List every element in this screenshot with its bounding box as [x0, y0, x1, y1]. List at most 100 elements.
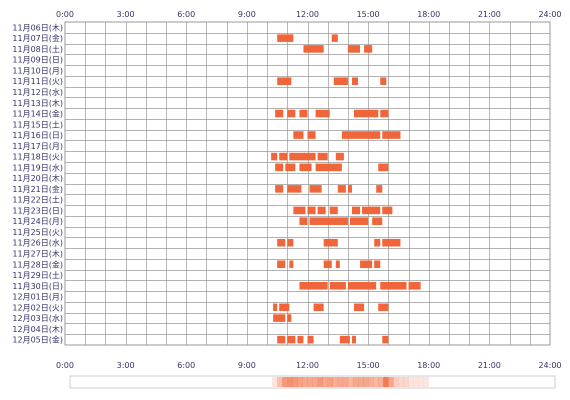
activity-bar — [332, 34, 338, 42]
activity-bar — [348, 45, 360, 53]
row-label: 12月01日(月) — [12, 293, 63, 302]
heat-strip-cell — [348, 377, 353, 387]
heat-strip-cell — [272, 377, 277, 387]
row-label: 11月18日(火) — [12, 153, 63, 162]
activity-bar — [285, 164, 295, 172]
row-label: 11月10日(月) — [12, 66, 63, 75]
heat-strip-cell — [393, 377, 398, 387]
row-label: 11月17日(月) — [12, 142, 63, 151]
grid — [65, 22, 550, 345]
activity-bar — [289, 260, 293, 268]
activity-bar — [340, 336, 350, 344]
row-label: 11月28日(金) — [12, 259, 63, 269]
activity-bar — [372, 217, 382, 225]
heat-strip-cell — [358, 377, 363, 387]
row-label: 11月20日(木) — [12, 173, 63, 183]
row-label: 11月08日(土) — [12, 44, 63, 54]
heat-strip-cell — [328, 377, 333, 387]
activity-bar — [376, 185, 382, 193]
x-tick-label-top: 15:00 — [357, 10, 380, 19]
row-label: 11月11日(火) — [12, 77, 63, 86]
activity-bar — [308, 336, 314, 344]
activity-bar — [382, 239, 400, 247]
activity-bar — [378, 164, 388, 172]
row-label: 11月22日(土) — [12, 195, 63, 205]
heat-strip-cell — [318, 377, 323, 387]
activity-bar — [382, 131, 400, 139]
activity-bar — [299, 110, 307, 118]
activity-bar — [271, 153, 277, 161]
activity-bar — [310, 185, 322, 193]
activity-bar — [316, 164, 342, 172]
x-tick-label-top: 18:00 — [417, 10, 440, 19]
heat-strip-cell — [378, 377, 383, 387]
activity-bar — [299, 217, 307, 225]
row-label: 11月26日(水) — [12, 238, 63, 248]
row-label: 11月25日(火) — [12, 228, 63, 237]
activity-bar — [299, 164, 311, 172]
x-tick-label-bottom: 24:00 — [538, 361, 561, 370]
activity-bar — [289, 153, 315, 161]
x-tick-label-bottom: 21:00 — [478, 361, 501, 370]
activity-bar — [316, 110, 330, 118]
activity-bar — [318, 153, 328, 161]
x-tick-label-top: 9:00 — [238, 10, 256, 19]
activity-bar — [310, 217, 348, 225]
activity-bar — [318, 207, 326, 215]
activity-bar — [287, 110, 295, 118]
x-tick-label-top: 0:00 — [56, 10, 74, 19]
heat-strip-cell — [363, 377, 368, 387]
heat-strip-cell — [338, 377, 343, 387]
activity-bar — [330, 282, 346, 290]
x-tick-label-top: 21:00 — [478, 10, 501, 19]
heat-strip-cell — [424, 377, 429, 387]
activity-bar — [354, 304, 364, 312]
activity-bar — [380, 110, 388, 118]
activity-bar — [336, 153, 344, 161]
heat-strip-cell — [307, 377, 312, 387]
activity-bar — [334, 77, 348, 85]
activity-bar — [382, 207, 392, 215]
row-label: 12月03日(水) — [12, 313, 63, 323]
x-tick-label-bottom: 3:00 — [117, 361, 135, 370]
activity-bar — [275, 110, 283, 118]
activity-bar — [308, 131, 316, 139]
x-tick-label-top: 12:00 — [296, 10, 319, 19]
row-label: 11月27日(木) — [12, 248, 63, 258]
row-label: 11月19日(水) — [12, 162, 63, 172]
activity-bar — [382, 336, 388, 344]
x-tick-label-top: 6:00 — [177, 10, 195, 19]
heat-strip-cell — [277, 377, 282, 387]
row-label: 11月30日(日) — [12, 282, 63, 291]
heat-strip — [70, 376, 555, 388]
activity-bar — [293, 131, 303, 139]
row-label: 12月05日(金) — [12, 335, 63, 345]
heat-strip-cell — [297, 377, 302, 387]
activity-bar — [308, 207, 316, 215]
x-tick-label-top: 24:00 — [538, 10, 561, 19]
activity-bar — [273, 314, 285, 322]
activity-bar — [336, 260, 340, 268]
x-tick-label-bottom: 15:00 — [357, 361, 380, 370]
x-tick-label-bottom: 6:00 — [177, 361, 195, 370]
activity-bar — [348, 185, 352, 193]
heat-strip-cell — [292, 377, 297, 387]
row-label: 12月04日(木) — [12, 324, 63, 334]
heat-strip-cell — [282, 377, 287, 387]
activity-bar — [277, 34, 293, 42]
row-label: 11月15日(土) — [12, 119, 63, 129]
row-label: 11月13日(木) — [12, 98, 63, 108]
heat-strip-cell — [408, 377, 413, 387]
plot-frame — [65, 22, 550, 345]
activity-bar — [314, 304, 324, 312]
activity-bar — [352, 336, 356, 344]
heat-strip-cell — [343, 377, 348, 387]
activity-bar — [380, 282, 406, 290]
activity-bar — [324, 260, 332, 268]
bottom-axis-ticks: 0:00 3:00 6:00 9:00 12:00 15:00 18:00 21:00 24:0… — [56, 361, 562, 370]
top-axis-ticks: 0:00 3:00 6:00 9:00 12:00 15:00 18:00 21:00 24:0… — [56, 10, 562, 19]
row-label: 11月23日(日) — [12, 206, 63, 215]
activity-bar — [338, 185, 346, 193]
activity-bar — [279, 153, 287, 161]
x-tick-label-bottom: 0:00 — [56, 361, 74, 370]
